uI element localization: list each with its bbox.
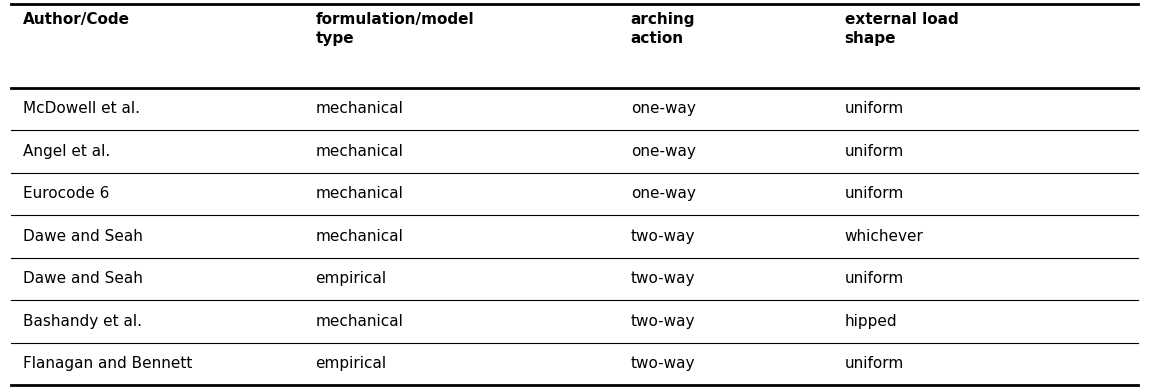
Text: one-way: one-way	[631, 102, 695, 116]
Text: mechanical: mechanical	[316, 144, 403, 159]
Text: formulation/model
type: formulation/model type	[316, 12, 475, 46]
Text: mechanical: mechanical	[316, 186, 403, 202]
Text: two-way: two-way	[631, 314, 695, 329]
Text: mechanical: mechanical	[316, 314, 403, 329]
Text: empirical: empirical	[316, 356, 387, 371]
Text: arching
action: arching action	[631, 12, 695, 46]
Text: McDowell et al.: McDowell et al.	[23, 102, 140, 116]
Text: uniform: uniform	[845, 186, 904, 202]
Text: uniform: uniform	[845, 356, 904, 371]
Text: Flanagan and Bennett: Flanagan and Bennett	[23, 356, 192, 371]
Text: empirical: empirical	[316, 272, 387, 286]
Text: Eurocode 6: Eurocode 6	[23, 186, 109, 202]
Text: hipped: hipped	[845, 314, 897, 329]
Text: external load
shape: external load shape	[845, 12, 958, 46]
Text: one-way: one-way	[631, 186, 695, 202]
Text: uniform: uniform	[845, 144, 904, 159]
Text: two-way: two-way	[631, 272, 695, 286]
Text: Dawe and Seah: Dawe and Seah	[23, 229, 142, 244]
Text: Bashandy et al.: Bashandy et al.	[23, 314, 141, 329]
Text: mechanical: mechanical	[316, 229, 403, 244]
Text: Dawe and Seah: Dawe and Seah	[23, 272, 142, 286]
Text: whichever: whichever	[845, 229, 924, 244]
Text: uniform: uniform	[845, 272, 904, 286]
Text: Angel et al.: Angel et al.	[23, 144, 110, 159]
Text: Author/Code: Author/Code	[23, 12, 130, 26]
Text: mechanical: mechanical	[316, 102, 403, 116]
Text: two-way: two-way	[631, 229, 695, 244]
Text: uniform: uniform	[845, 102, 904, 116]
Text: one-way: one-way	[631, 144, 695, 159]
Text: two-way: two-way	[631, 356, 695, 371]
